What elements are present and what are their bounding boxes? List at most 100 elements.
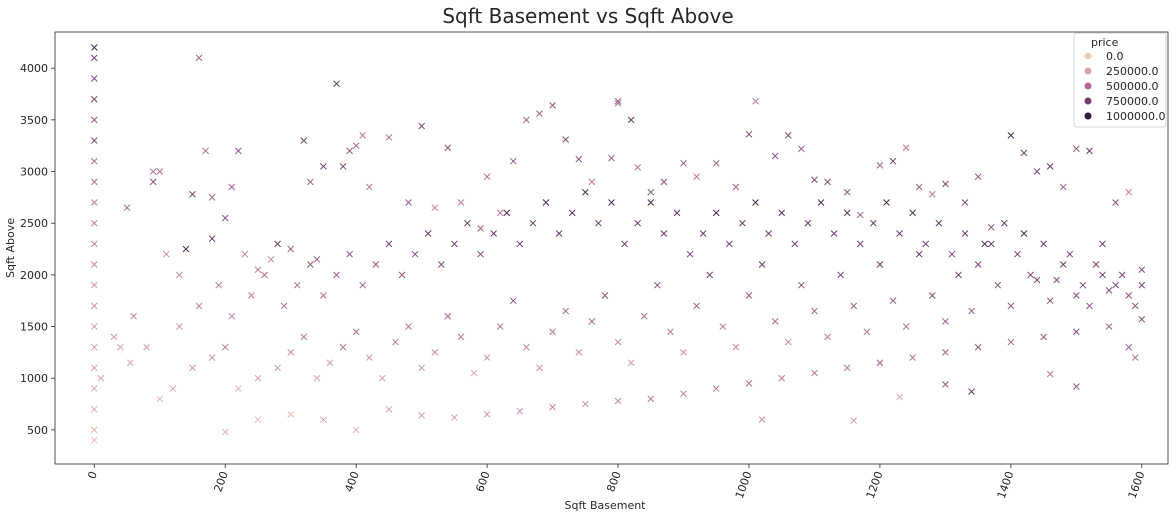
scatter-point (1053, 276, 1061, 284)
scatter-point (483, 173, 491, 181)
scatter-point (699, 230, 707, 237)
scatter-point (811, 176, 818, 184)
scatter-point (693, 173, 700, 181)
y-tick-label: 3000 (20, 166, 48, 179)
scatter-point (228, 312, 236, 320)
scatter-point (634, 164, 642, 171)
scatter-point (221, 428, 229, 436)
scatter-point (1033, 276, 1041, 284)
scatter-point (90, 323, 98, 330)
scatter-point (280, 302, 288, 310)
y-tick-label: 1500 (20, 321, 48, 334)
scatter-point (411, 250, 419, 258)
scatter-point (660, 178, 668, 186)
scatter-point (385, 405, 393, 413)
scatter-point (614, 99, 622, 107)
scatter-point (1138, 266, 1146, 274)
scatter-point (608, 199, 615, 206)
scatter-point (444, 312, 452, 320)
scatter-point (942, 180, 949, 188)
scatter-point (333, 80, 340, 88)
scatter-point (313, 374, 321, 382)
legend-label: 500000.0 (1106, 80, 1159, 93)
scatter-point (267, 256, 275, 263)
scatter-point (378, 374, 386, 382)
scatter-point (385, 134, 393, 141)
scatter-point (1086, 147, 1093, 155)
scatter-point (758, 261, 766, 268)
scatter-point (176, 271, 183, 279)
scatter-point (961, 199, 969, 206)
legend-label: 1000000.0 (1106, 110, 1166, 123)
y-tick-label: 2500 (20, 217, 48, 230)
scatter-point (1059, 261, 1067, 268)
scatter-point (457, 333, 465, 341)
scatter-point (870, 219, 877, 227)
scatter-point (1112, 199, 1119, 206)
scatter-point (90, 116, 98, 124)
scatter-point (300, 137, 308, 144)
x-tick-label: 1400 (995, 470, 1017, 501)
scatter-point (706, 271, 714, 279)
scatter-point (477, 250, 484, 258)
scatter-point (195, 54, 203, 62)
scatter-point (287, 411, 295, 418)
scatter-point (1099, 271, 1106, 279)
scatter-point (306, 261, 314, 268)
y-tick-label: 2000 (20, 269, 48, 282)
scatter-point (254, 266, 262, 274)
scatter-point (968, 388, 975, 396)
legend-marker (1084, 52, 1092, 60)
scatter-point (843, 209, 851, 217)
scatter-point (359, 131, 367, 139)
scatter-point (1105, 287, 1113, 294)
scatter-point (1131, 302, 1139, 310)
scatter-point (680, 390, 687, 398)
scatter-point (942, 349, 949, 356)
scatter-point (850, 302, 858, 310)
scatter-point (837, 271, 845, 279)
scatter-point (1046, 163, 1054, 170)
scatter-point (562, 136, 570, 143)
scatter-point (405, 199, 412, 206)
scatter-point (791, 240, 799, 248)
x-tick-label: 1000 (733, 470, 755, 501)
scatter-point (90, 199, 98, 206)
scatter-point (830, 230, 838, 237)
scatter-point (771, 318, 779, 325)
scatter-point (431, 204, 439, 212)
scatter-point (732, 343, 740, 351)
scatter-point (90, 343, 98, 351)
scatter-point (680, 349, 687, 356)
scatter-point (653, 281, 661, 289)
scatter-point (1138, 315, 1146, 323)
scatter-point (1040, 240, 1047, 248)
legend: price 0.0 250000.0 500000.0 750000.0 1000000… (1073, 32, 1167, 128)
scatter-point (483, 411, 491, 418)
scatter-point (824, 333, 831, 341)
scatter-point (575, 155, 583, 163)
x-axis-label: Sqft Basement (564, 499, 646, 512)
scatter-point (667, 328, 674, 336)
scatter-point (320, 163, 327, 170)
scatter-point (876, 161, 884, 169)
scatter-point (634, 219, 642, 227)
y-tick-label: 500 (27, 424, 48, 437)
scatter-point (392, 338, 399, 346)
chart-title: Sqft Basement vs Sqft Above (442, 4, 733, 28)
scatter-point (1112, 281, 1119, 289)
scatter-point (745, 292, 753, 299)
scatter-point (496, 323, 504, 330)
points-layer (90, 44, 1146, 444)
scatter-point (673, 209, 681, 217)
scatter-point (640, 312, 648, 320)
scatter-point (549, 403, 556, 411)
x-axis-ticks: 0 200 400 600 800 1000 1200 1400 1600 (85, 464, 1147, 500)
scatter-point (274, 240, 281, 248)
scatter-point (90, 302, 98, 310)
scatter-point (287, 349, 295, 356)
scatter-point (850, 417, 858, 424)
scatter-point (90, 240, 98, 248)
scatter-point (1086, 302, 1093, 310)
scatter-point (182, 245, 190, 253)
